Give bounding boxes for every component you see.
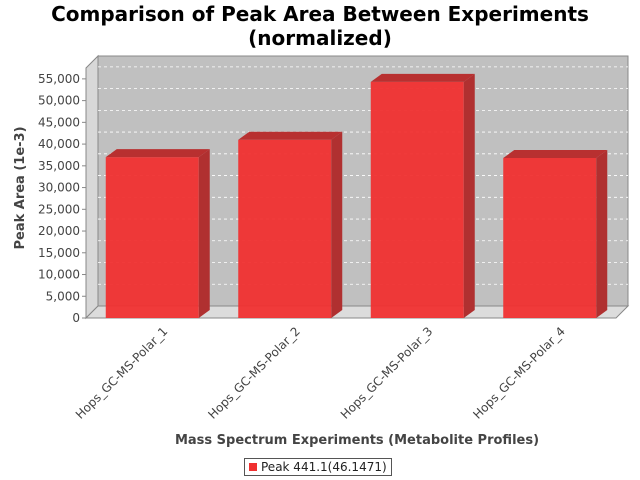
gridlines — [98, 66, 628, 285]
plot-left-wall — [85, 54, 99, 320]
legend-swatch — [249, 463, 257, 471]
bar-side — [596, 150, 608, 318]
y-tick-label: 40,000 — [38, 137, 80, 151]
y-tick-labels: 0 5,000 10,000 15,000 20,000 25,000 30,000 35,0… — [38, 72, 80, 325]
bar-top — [105, 149, 210, 158]
bar-top — [370, 73, 475, 82]
bar-side — [463, 73, 475, 318]
y-tick-label: 45,000 — [38, 115, 80, 129]
y-axis-title: Peak Area (1e-3) — [13, 126, 28, 249]
bar — [370, 73, 475, 318]
x-tick-labels: Hops_GC-MS-Polar_1 Hops_GC-MS-Polar_2 Hops… — [73, 324, 568, 422]
x-axis-title: Mass Spectrum Experiments (Metabolite Pr… — [175, 433, 539, 448]
bar-side — [331, 131, 343, 318]
y-tick-label: 55,000 — [38, 72, 80, 86]
bar-front — [370, 81, 464, 318]
y-tick-label: 5,000 — [46, 289, 80, 303]
legend: Peak 441.1(46.1471) — [244, 458, 392, 476]
bar-front — [238, 139, 332, 318]
bar — [238, 131, 343, 318]
bar-front — [503, 158, 597, 318]
x-tick-label: Hops_GC-MS-Polar_1 — [73, 324, 171, 422]
y-tick-label: 10,000 — [38, 268, 80, 282]
bar — [503, 150, 608, 318]
bar — [105, 149, 210, 318]
y-tick-label: 50,000 — [38, 94, 80, 108]
chart-title-line-2: (normalized) — [248, 26, 392, 50]
bar-top — [503, 150, 608, 158]
bars — [105, 73, 608, 318]
x-tick-label: Hops_GC-MS-Polar_3 — [338, 324, 436, 422]
y-tick-label: 35,000 — [38, 159, 80, 173]
y-tick-label: 0 — [72, 311, 80, 325]
y-tick-label: 25,000 — [38, 202, 80, 216]
bar-top — [238, 131, 343, 140]
chart-title-line-1: Comparison of Peak Area Between Experime… — [51, 2, 589, 26]
legend-label: Peak 441.1(46.1471) — [261, 460, 387, 474]
chart-title: Comparison of Peak Area Between Experime… — [0, 2, 640, 50]
x-tick-label: Hops_GC-MS-Polar_2 — [205, 324, 303, 422]
y-tick-label: 15,000 — [38, 246, 80, 260]
y-tick-label: 20,000 — [38, 224, 80, 238]
x-tick-label: Hops_GC-MS-Polar_4 — [470, 324, 568, 422]
bar-front — [105, 157, 199, 318]
bar-side — [198, 149, 210, 318]
y-tick-label: 30,000 — [38, 181, 80, 195]
